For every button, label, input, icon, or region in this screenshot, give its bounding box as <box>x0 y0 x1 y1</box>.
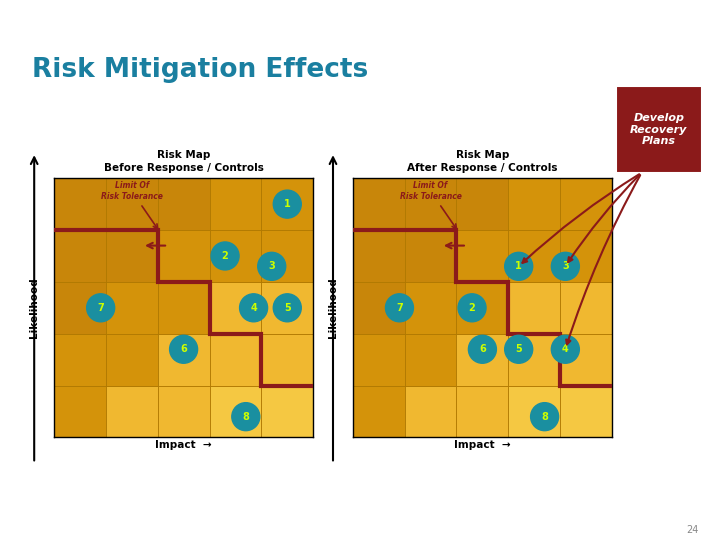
Text: 7: 7 <box>97 303 104 313</box>
Text: 5: 5 <box>284 303 291 313</box>
Bar <box>405 386 456 437</box>
Text: 2: 2 <box>222 251 228 261</box>
Bar <box>54 230 106 282</box>
Text: 1: 1 <box>516 261 522 271</box>
Bar <box>261 230 313 282</box>
Text: 7: 7 <box>396 303 402 313</box>
Text: Develop
Recovery
Plans: Develop Recovery Plans <box>630 113 688 146</box>
Bar <box>560 386 612 437</box>
Bar <box>456 334 508 386</box>
Bar <box>353 178 405 230</box>
Circle shape <box>211 242 239 270</box>
Text: Likelihood: Likelihood <box>328 278 338 338</box>
Bar <box>261 386 313 437</box>
Bar <box>210 282 261 334</box>
Circle shape <box>385 294 413 322</box>
Text: 3: 3 <box>562 261 569 271</box>
Bar <box>210 386 261 437</box>
Bar <box>560 334 612 386</box>
Text: Likelihood: Likelihood <box>30 278 39 338</box>
Circle shape <box>458 294 486 322</box>
Bar <box>508 282 560 334</box>
Bar <box>106 386 158 437</box>
Bar <box>353 386 405 437</box>
Title: Risk Map
After Response / Controls: Risk Map After Response / Controls <box>407 150 558 173</box>
Text: Risk Mitigation Effects: Risk Mitigation Effects <box>32 57 369 83</box>
Bar <box>353 334 405 386</box>
Bar <box>106 230 158 282</box>
Text: 6: 6 <box>479 345 486 354</box>
Bar <box>106 178 158 230</box>
Bar <box>158 178 210 230</box>
Bar <box>560 230 612 282</box>
Bar <box>405 282 456 334</box>
Bar <box>353 282 405 334</box>
Title: Risk Map
Before Response / Controls: Risk Map Before Response / Controls <box>104 150 264 173</box>
Text: 5: 5 <box>516 345 522 354</box>
Circle shape <box>531 403 559 431</box>
Text: 4: 4 <box>251 303 257 313</box>
Bar <box>106 282 158 334</box>
Circle shape <box>240 294 268 322</box>
Bar <box>508 386 560 437</box>
Circle shape <box>86 294 114 322</box>
Bar <box>508 178 560 230</box>
Bar <box>261 178 313 230</box>
Bar <box>508 230 560 282</box>
Circle shape <box>552 335 580 363</box>
Bar <box>456 282 508 334</box>
Circle shape <box>258 252 286 280</box>
Circle shape <box>170 335 197 363</box>
Bar <box>54 386 106 437</box>
Bar <box>54 178 106 230</box>
Bar <box>210 334 261 386</box>
Bar <box>508 334 560 386</box>
Circle shape <box>505 335 533 363</box>
Bar <box>210 178 261 230</box>
Text: 3: 3 <box>269 261 275 271</box>
Text: 2: 2 <box>469 303 475 313</box>
Bar <box>158 282 210 334</box>
Text: 8: 8 <box>541 411 548 422</box>
X-axis label: Impact  →: Impact → <box>156 440 212 450</box>
Circle shape <box>552 252 580 280</box>
Text: 24: 24 <box>686 524 698 535</box>
Circle shape <box>274 190 301 218</box>
Bar <box>405 334 456 386</box>
Text: 1: 1 <box>284 199 291 209</box>
Bar <box>261 282 313 334</box>
Circle shape <box>469 335 496 363</box>
Bar <box>560 282 612 334</box>
Bar <box>106 334 158 386</box>
Bar <box>405 230 456 282</box>
Bar <box>353 230 405 282</box>
Circle shape <box>505 252 533 280</box>
Bar <box>405 178 456 230</box>
Text: 8: 8 <box>243 411 249 422</box>
Bar <box>210 230 261 282</box>
Bar <box>560 178 612 230</box>
Bar <box>158 386 210 437</box>
Bar <box>54 282 106 334</box>
Bar <box>158 334 210 386</box>
Bar <box>456 386 508 437</box>
Bar <box>456 230 508 282</box>
Text: Limit Of
Risk Tolerance: Limit Of Risk Tolerance <box>400 181 462 229</box>
X-axis label: Impact  →: Impact → <box>454 440 510 450</box>
Text: Limit Of
Risk Tolerance: Limit Of Risk Tolerance <box>101 181 163 229</box>
Circle shape <box>232 403 260 431</box>
Text: 6: 6 <box>180 345 187 354</box>
Circle shape <box>274 294 301 322</box>
Bar <box>261 334 313 386</box>
Bar <box>158 230 210 282</box>
Bar <box>54 334 106 386</box>
Text: 4: 4 <box>562 345 569 354</box>
Bar <box>456 178 508 230</box>
